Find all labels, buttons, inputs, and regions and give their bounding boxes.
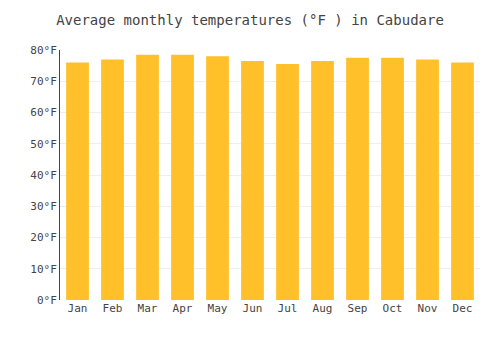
svg-text:Mar: Mar bbox=[138, 302, 158, 315]
svg-text:60°F: 60°F bbox=[30, 106, 57, 119]
svg-text:Jan: Jan bbox=[68, 302, 88, 315]
svg-text:Oct: Oct bbox=[383, 302, 403, 315]
svg-text:70°F: 70°F bbox=[30, 75, 57, 88]
svg-text:Feb: Feb bbox=[103, 302, 123, 315]
svg-text:Jun: Jun bbox=[243, 302, 263, 315]
svg-text:0°F: 0°F bbox=[37, 294, 57, 307]
svg-text:50°F: 50°F bbox=[30, 138, 57, 151]
svg-text:40°F: 40°F bbox=[30, 169, 57, 182]
svg-text:Apr: Apr bbox=[173, 302, 193, 315]
svg-text:Aug: Aug bbox=[313, 302, 333, 315]
svg-text:Average monthly temperatures (: Average monthly temperatures (°F ) in Ca… bbox=[56, 12, 444, 28]
svg-text:80°F: 80°F bbox=[30, 44, 57, 57]
svg-text:30°F: 30°F bbox=[30, 200, 57, 213]
svg-text:May: May bbox=[208, 302, 228, 315]
svg-text:Dec: Dec bbox=[453, 302, 473, 315]
svg-text:Sep: Sep bbox=[348, 302, 368, 315]
svg-text:20°F: 20°F bbox=[30, 231, 57, 244]
svg-text:Jul: Jul bbox=[278, 302, 298, 315]
svg-text:10°F: 10°F bbox=[30, 263, 57, 276]
svg-text:Nov: Nov bbox=[418, 302, 438, 315]
